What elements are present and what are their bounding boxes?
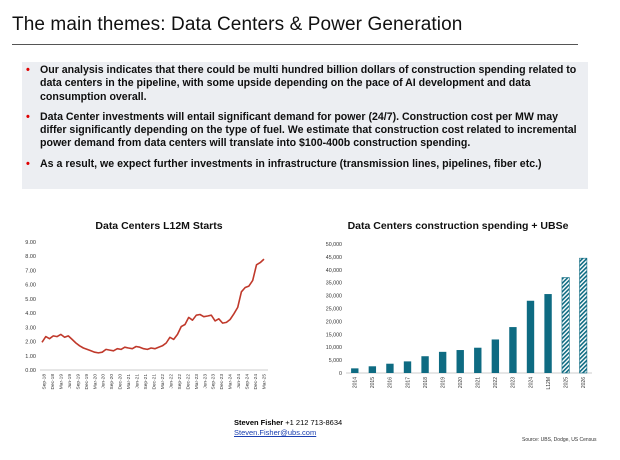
bar-2016 [386, 363, 394, 373]
bar-x-tick-label: 2018 [423, 377, 429, 388]
bar-2024 [526, 300, 535, 373]
bullet-background [22, 62, 588, 189]
bar-y-tick-label: 30,000 [326, 294, 342, 300]
bar-2018 [421, 356, 429, 373]
bar-y-tick-label: 0 [339, 371, 342, 377]
bar-x-tick-label: 2016 [388, 377, 394, 388]
bar-chart-title: Data Centers construction spending + UBS… [347, 220, 569, 232]
bullet-item: • As a result, we expect further investme… [22, 158, 582, 171]
line-y-tick-label: 1.00 [25, 354, 36, 360]
line-x-tick-label: Sep-24 [245, 374, 251, 390]
contact-phone: +1 212 713-8634 [283, 418, 343, 427]
bar-y-tick-label: 10,000 [326, 345, 342, 351]
bar-y-tick-label: 5,000 [329, 358, 342, 364]
bar-y-tick-label: 45,000 [326, 255, 342, 261]
contact-block: Steven Fisher +1 212 713-8634 Steven.Fis… [234, 418, 342, 438]
bar-L12M [544, 294, 552, 373]
line-y-tick-label: 5.00 [25, 297, 36, 303]
line-x-tick-label: Dec-19 [84, 374, 90, 390]
line-y-tick-label: 4.00 [25, 311, 36, 317]
bar-x-tick-label: L12M [546, 377, 552, 390]
bar-2019 [438, 351, 447, 373]
line-y-tick-label: 8.00 [25, 254, 36, 260]
bar-2026 [579, 257, 588, 374]
line-y-tick-label: 3.00 [25, 325, 36, 331]
bar-2021 [474, 347, 482, 373]
line-x-tick-label: Mar-19 [58, 374, 64, 390]
bar-y-tick-label: 20,000 [326, 319, 342, 325]
bar-2017 [403, 361, 412, 373]
bullet-icon: • [26, 157, 30, 170]
bar-x-tick-label: 2021 [476, 377, 482, 388]
line-x-tick-label: Jun-24 [236, 374, 242, 389]
bar-y-tick-label: 50,000 [326, 242, 342, 248]
line-x-tick-label: Dec-24 [253, 374, 259, 390]
bar-2020 [456, 350, 464, 373]
bar-x-tick-label: 2022 [493, 377, 499, 388]
line-y-tick-label: 9.00 [25, 240, 36, 246]
bar-x-tick-label: 2026 [581, 377, 587, 388]
bullet-text: As a result, we expect further investmen… [40, 157, 542, 170]
source-note: Source: UBS, Dodge, US Census [522, 437, 597, 443]
line-x-tick-label: Sep-23 [211, 374, 217, 390]
line-x-tick-label: Jun-21 [135, 374, 141, 389]
bar-2023 [509, 327, 517, 373]
bar-x-tick-label: 2017 [405, 377, 411, 388]
line-x-tick-label: Mar-20 [92, 374, 98, 390]
line-x-tick-label: Sep-22 [177, 374, 183, 390]
bar-2025 [561, 277, 570, 374]
line-x-tick-label: Sep-19 [75, 374, 81, 390]
bar-x-tick-label: 2025 [563, 377, 569, 388]
line-x-tick-label: Dec-20 [118, 374, 124, 390]
bullet-item: • Our analysis indicates that there could… [22, 64, 582, 104]
bar-x-tick-label: 2014 [353, 377, 359, 388]
line-x-tick-label: Mar-22 [160, 374, 166, 390]
bar-x-tick-label: 2019 [440, 377, 446, 388]
line-series [41, 258, 265, 354]
line-x-tick-label: Sep-18 [42, 374, 48, 390]
line-x-tick-label: Jun-22 [168, 374, 174, 389]
bar-2015 [368, 366, 377, 373]
line-x-tick-label: Dec-23 [219, 374, 225, 390]
bullet-list: • Our analysis indicates that there could… [22, 64, 582, 178]
line-x-tick-label: Mar-25 [262, 374, 268, 390]
contact-email-link[interactable]: Steven.Fisher@ubs.com [234, 428, 317, 437]
bar-x-tick-label: 2023 [511, 377, 517, 388]
bar-x-tick-label: 2020 [458, 377, 464, 388]
bar-y-tick-label: 15,000 [326, 332, 342, 338]
line-x-tick-label: Sep-21 [143, 374, 149, 390]
line-x-tick-label: Dec-22 [185, 374, 191, 390]
line-x-tick-label: Dec-18 [50, 374, 56, 390]
bullet-icon: • [26, 110, 30, 123]
line-x-tick-label: Dec-21 [152, 374, 158, 390]
line-x-tick-label: Mar-23 [194, 374, 200, 390]
line-x-tick-label: Jun-19 [67, 374, 73, 389]
contact-name: Steven Fisher [234, 418, 284, 427]
bar-2022 [491, 339, 500, 373]
line-x-tick-label: Jun-23 [202, 374, 208, 389]
line-y-tick-label: 2.00 [25, 340, 36, 346]
bar-x-tick-label: 2015 [370, 377, 376, 388]
bar-2014 [351, 368, 359, 373]
line-y-tick-label: 6.00 [25, 283, 36, 289]
line-x-tick-label: Mar-24 [228, 374, 234, 390]
bar-x-tick-label: 2024 [528, 377, 534, 388]
line-y-tick-label: 0.00 [25, 368, 36, 374]
bullet-icon: • [26, 64, 30, 76]
bullet-text: Our analysis indicates that there could … [40, 64, 577, 103]
bullet-item: • Data Center investments will entail sig… [22, 111, 582, 151]
line-x-tick-label: Mar-21 [126, 374, 132, 390]
line-x-tick-label: Sep-20 [109, 374, 115, 390]
slide-title: The main themes: Data Centers & Power Ge… [12, 14, 463, 35]
title-divider [12, 44, 578, 45]
line-x-tick-label: Jun-20 [101, 374, 107, 389]
line-chart-title: Data Centers L12M Starts [95, 220, 223, 232]
bullet-text: Data Center investments will entail sign… [40, 110, 577, 150]
bar-y-tick-label: 40,000 [326, 268, 342, 274]
bar-y-tick-label: 35,000 [326, 281, 342, 287]
bar-y-tick-label: 25,000 [326, 307, 342, 313]
line-y-tick-label: 7.00 [25, 268, 36, 274]
